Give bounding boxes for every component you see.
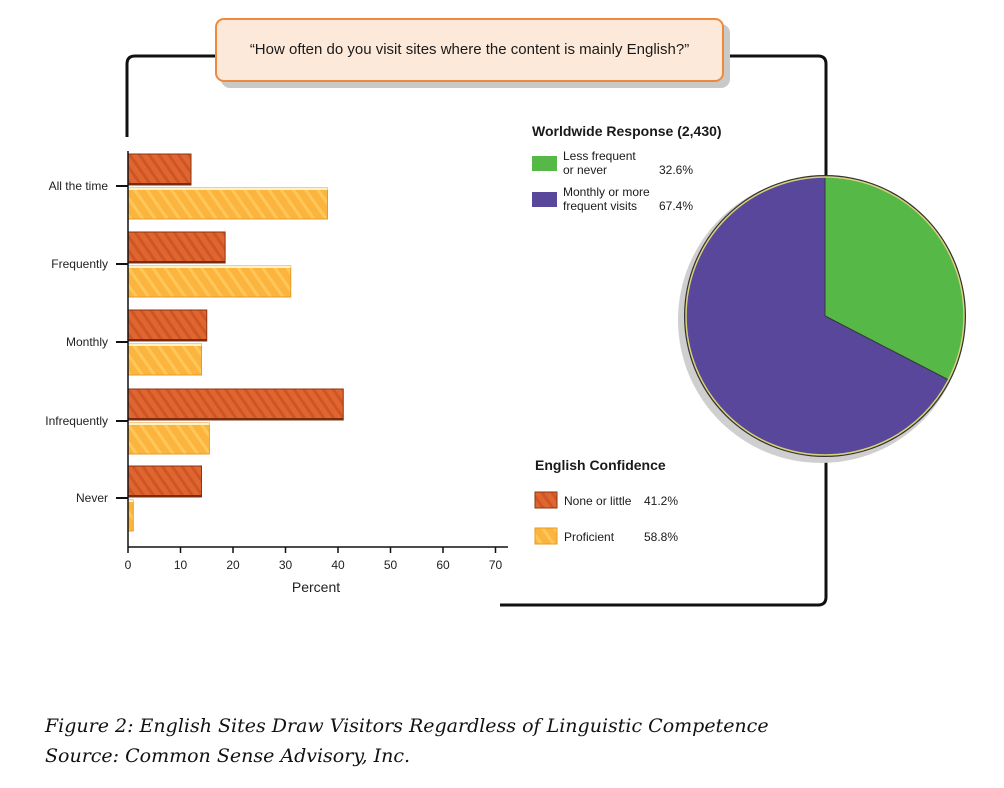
bar-chart: All the time Frequently Monthly Infrequentl… (45, 151, 508, 595)
confidence-legend-value: 41.2% (644, 494, 678, 508)
pie-legend-swatch (532, 192, 557, 207)
category-label: Never (76, 491, 108, 505)
confidence-legend-title: English Confidence (535, 457, 666, 473)
bar-proficient (127, 187, 328, 220)
bar-none-or-little (127, 153, 192, 186)
legends: Worldwide Response (2,430) Less frequento… (532, 123, 722, 545)
bar-none-or-little (127, 388, 344, 421)
confidence-legend-swatch (534, 491, 558, 509)
bar-none-or-little (127, 309, 208, 342)
bar-none-or-little (127, 465, 202, 498)
bar-proficient (127, 265, 292, 298)
confidence-legend-value: 58.8% (644, 530, 678, 544)
pie-legend-label: Less frequent (563, 149, 636, 163)
x-tick-label: 30 (279, 558, 293, 572)
pie-legend-title: Worldwide Response (2,430) (532, 123, 722, 139)
pie-chart (678, 175, 966, 463)
confidence-legend-label: None or little (564, 494, 632, 508)
pie-legend-value: 32.6% (659, 163, 693, 177)
x-tick-label: 70 (489, 558, 503, 572)
bar-proficient (127, 422, 210, 455)
confidence-legend-label: Proficient (564, 530, 615, 544)
caption-source: Source: Common Sense Advisory, Inc. (45, 745, 411, 767)
x-tick-label: 50 (384, 558, 398, 572)
pie-legend-value: 67.4% (659, 199, 693, 213)
category-label: Monthly (66, 335, 108, 349)
pie-legend-swatch (532, 156, 557, 171)
survey-figure: All the time Frequently Monthly Infrequentl… (45, 54, 966, 607)
bar-proficient (127, 343, 202, 376)
x-tick-label: 10 (174, 558, 188, 572)
pie-legend-label: Monthly or more (563, 185, 650, 199)
bar-proficient (127, 499, 134, 532)
pie-edge (685, 176, 965, 456)
figure-caption: Figure 2: English Sites Draw Visitors Re… (45, 711, 769, 771)
x-tick-label: 20 (226, 558, 240, 572)
question-text: “How often do you visit sites where the … (249, 41, 690, 58)
question-callout: “How often do you visit sites where the … (215, 18, 724, 82)
caption-title: Figure 2: English Sites Draw Visitors Re… (45, 715, 769, 737)
category-label: All the time (49, 179, 109, 193)
pie-legend-label: or never (563, 163, 607, 177)
x-tick-label: 60 (436, 558, 450, 572)
bar-none-or-little (127, 231, 226, 264)
pie-legend-label: frequent visits (563, 199, 637, 213)
category-label: Frequently (51, 257, 108, 271)
x-tick-label: 40 (331, 558, 345, 572)
x-axis-label: Percent (292, 579, 340, 595)
confidence-legend-swatch (534, 527, 558, 545)
category-label: Infrequently (45, 414, 108, 428)
x-tick-label: 0 (125, 558, 132, 572)
